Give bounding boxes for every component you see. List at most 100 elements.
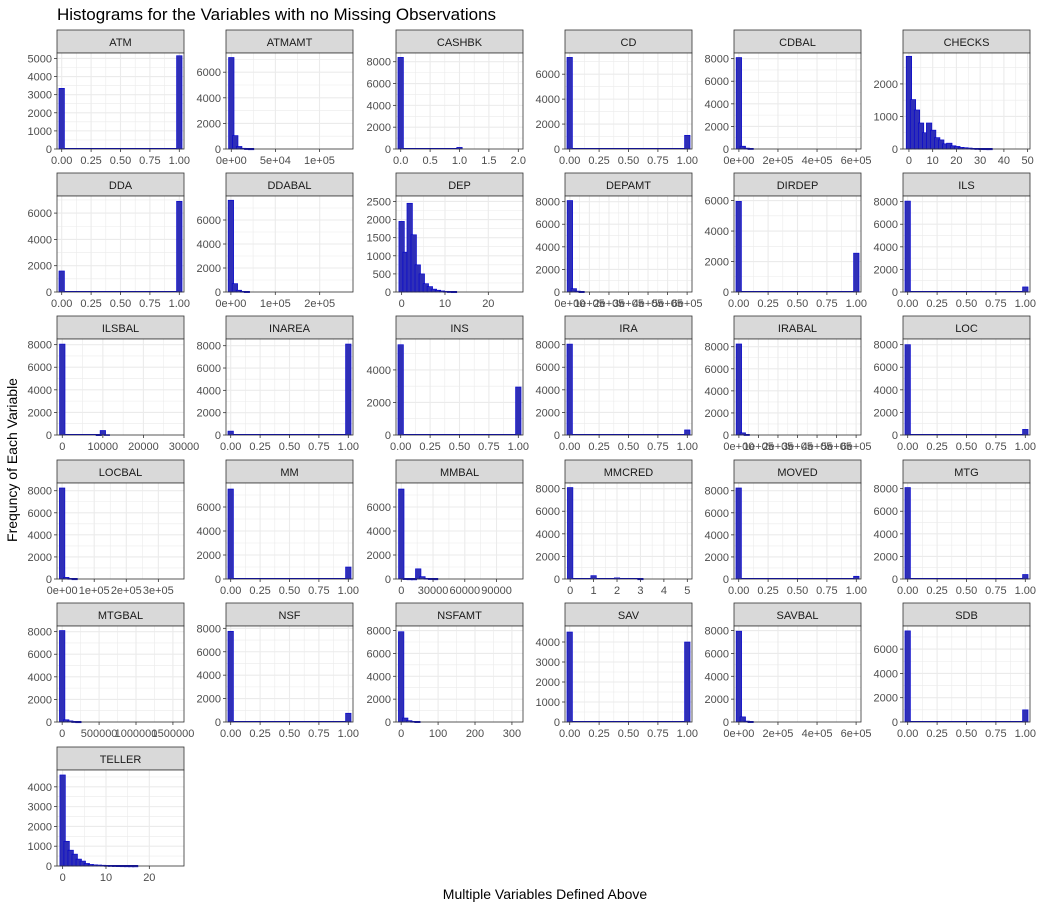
- facet-mm: MM 0 2000 4000 6000 0.00 0.25 0.50 0.75 1.00: [197, 459, 359, 597]
- x-tick-label: 0.75: [139, 155, 160, 167]
- x-tick-label: 20: [482, 298, 494, 310]
- facet-cdbal: CDBAL 0 2000 4000 6000 8000 0e+00 2e+05 4e+05 6e+…: [705, 29, 872, 167]
- x-tick-label: 0.50: [956, 441, 977, 453]
- facet-savbal: SAVBAL 0 2000 4000 6000 8000 0e+00 2e+05 4e+05 6e…: [705, 602, 872, 740]
- y-tick-label: 0: [385, 144, 391, 156]
- y-tick-label: 0: [554, 430, 560, 442]
- histogram-bar: [1022, 709, 1029, 723]
- y-tick-label: 4000: [28, 782, 52, 794]
- x-tick-label: 40: [998, 155, 1010, 167]
- y-tick-label: 8000: [28, 627, 52, 639]
- x-tick-label: 6e+05: [672, 298, 703, 310]
- x-tick-label: 1500000: [152, 728, 195, 740]
- x-tick-label: 0.25: [926, 728, 947, 740]
- facet-title: IRABAL: [778, 323, 817, 335]
- x-tick-label: 5e+05: [821, 441, 852, 453]
- panel-border: [395, 625, 524, 723]
- y-tick-label: 0: [385, 287, 391, 299]
- x-tick-label: 1: [591, 585, 597, 597]
- panel-border: [56, 769, 185, 867]
- histogram-bar: [735, 487, 742, 580]
- x-tick-label: 0.00: [559, 441, 580, 453]
- y-tick-label: 2000: [874, 264, 898, 276]
- y-tick-label: 6000: [28, 508, 52, 520]
- facet-title: INS: [450, 323, 468, 335]
- y-tick-label: 2000: [536, 264, 560, 276]
- y-tick-label: 0: [385, 574, 391, 586]
- x-tick-label: 1.00: [169, 155, 190, 167]
- x-tick-label: 1000000: [115, 728, 158, 740]
- facet-title: SDB: [955, 610, 978, 622]
- y-tick-label: 4000: [536, 242, 560, 254]
- y-tick-label: 0: [723, 574, 729, 586]
- x-tick-label: 3e+05: [613, 298, 644, 310]
- x-tick-label: 0.50: [956, 585, 977, 597]
- panel-border: [56, 625, 185, 723]
- y-tick-label: 6000: [197, 502, 221, 514]
- y-tick-label: 2000: [536, 551, 560, 563]
- facet-title: CDBAL: [779, 37, 816, 49]
- y-tick-label: 3000: [28, 90, 52, 102]
- facet-sdb: SDB 0 2000 4000 6000 0.00 0.25 0.50 0.75 1.00: [874, 602, 1036, 740]
- histogram-bar: [515, 386, 522, 436]
- histogram-bar: [567, 487, 574, 580]
- y-tick-label: 6000: [536, 362, 560, 374]
- x-tick-label: 60000: [449, 585, 480, 597]
- x-tick-label: 10: [100, 872, 112, 884]
- x-tick-label: 0.50: [279, 585, 300, 597]
- x-tick-label: 0.00: [897, 441, 918, 453]
- y-tick-label: 6000: [367, 502, 391, 514]
- facet-locbal: LOCBAL 0 2000 4000 6000 8000 0e+00 1e+05 2e+05 3e…: [28, 459, 185, 597]
- facet-title: MTG: [954, 467, 978, 479]
- x-tick-label: 0.75: [478, 441, 499, 453]
- x-tick-label: 0.75: [308, 441, 329, 453]
- x-tick-label: 0.0: [393, 155, 408, 167]
- y-tick-label: 6000: [367, 79, 391, 91]
- x-tick-label: 0e+00: [216, 155, 247, 167]
- x-tick-label: 100: [429, 728, 447, 740]
- facet-title: TELLER: [100, 754, 142, 766]
- panel-border: [902, 52, 1031, 150]
- y-tick-label: 6000: [197, 215, 221, 227]
- facet-loc: LOC 0 2000 4000 6000 8000 0.00 0.25 0.50 0.75 1.00: [874, 315, 1036, 453]
- x-tick-label: 0.75: [308, 728, 329, 740]
- x-axis-title: Multiple Variables Defined Above: [443, 886, 648, 902]
- y-tick-label: 4000: [367, 365, 391, 377]
- facet-teller: TELLER 0 1000 2000 3000 4000 0 10 20: [28, 746, 185, 884]
- x-tick-label: 0.00: [559, 155, 580, 167]
- plot-panel: [57, 339, 184, 435]
- panel-border: [733, 625, 862, 723]
- y-tick-label: 4000: [705, 226, 729, 238]
- x-tick-label: 0.75: [985, 728, 1006, 740]
- y-tick-label: 8000: [367, 626, 391, 638]
- facet-title: INAREA: [269, 323, 311, 335]
- x-tick-label: 3e+05: [782, 441, 813, 453]
- y-tick-label: 8000: [197, 341, 221, 353]
- y-tick-label: 0: [215, 574, 221, 586]
- y-tick-label: 2000: [28, 261, 52, 273]
- facet-title: ILSBAL: [102, 323, 139, 335]
- y-tick-label: 0: [215, 144, 221, 156]
- facet-atmamt: ATMAMT 0 2000 4000 6000 0e+00 5e+04 1e+05: [197, 29, 354, 167]
- facet-title: ATMAMT: [267, 37, 313, 49]
- x-tick-label: 0.00: [220, 585, 241, 597]
- y-tick-label: 0: [554, 144, 560, 156]
- y-tick-label: 2000: [874, 551, 898, 563]
- x-tick-label: 0.50: [787, 298, 808, 310]
- x-tick-label: 4e+05: [802, 155, 833, 167]
- facet-ilsbal: ILSBAL 0 2000 4000 6000 8000 0 10000 20000 30000: [28, 315, 199, 453]
- histogram-bar: [398, 488, 405, 580]
- facet-cashbk: CASHBK 0 2000 4000 6000 8000 0.0 0.5 1.0 1.5 2.0: [367, 29, 526, 167]
- facet-atm: ATM 0 1000 2000 3000 4000 5000 0.00 0.25 0.50 0.75…: [28, 29, 190, 167]
- x-tick-label: 0.25: [926, 441, 947, 453]
- facet-title: IRA: [619, 323, 638, 335]
- y-tick-label: 1500: [367, 233, 391, 245]
- histogram-bar: [735, 201, 742, 293]
- y-tick-label: 2000: [197, 550, 221, 562]
- y-tick-label: 8000: [874, 340, 898, 352]
- y-tick-label: 6000: [536, 69, 560, 81]
- x-tick-label: 1.00: [1015, 728, 1036, 740]
- facet-title: SAVBAL: [777, 610, 819, 622]
- y-tick-label: 2000: [367, 550, 391, 562]
- x-tick-label: 0.50: [279, 441, 300, 453]
